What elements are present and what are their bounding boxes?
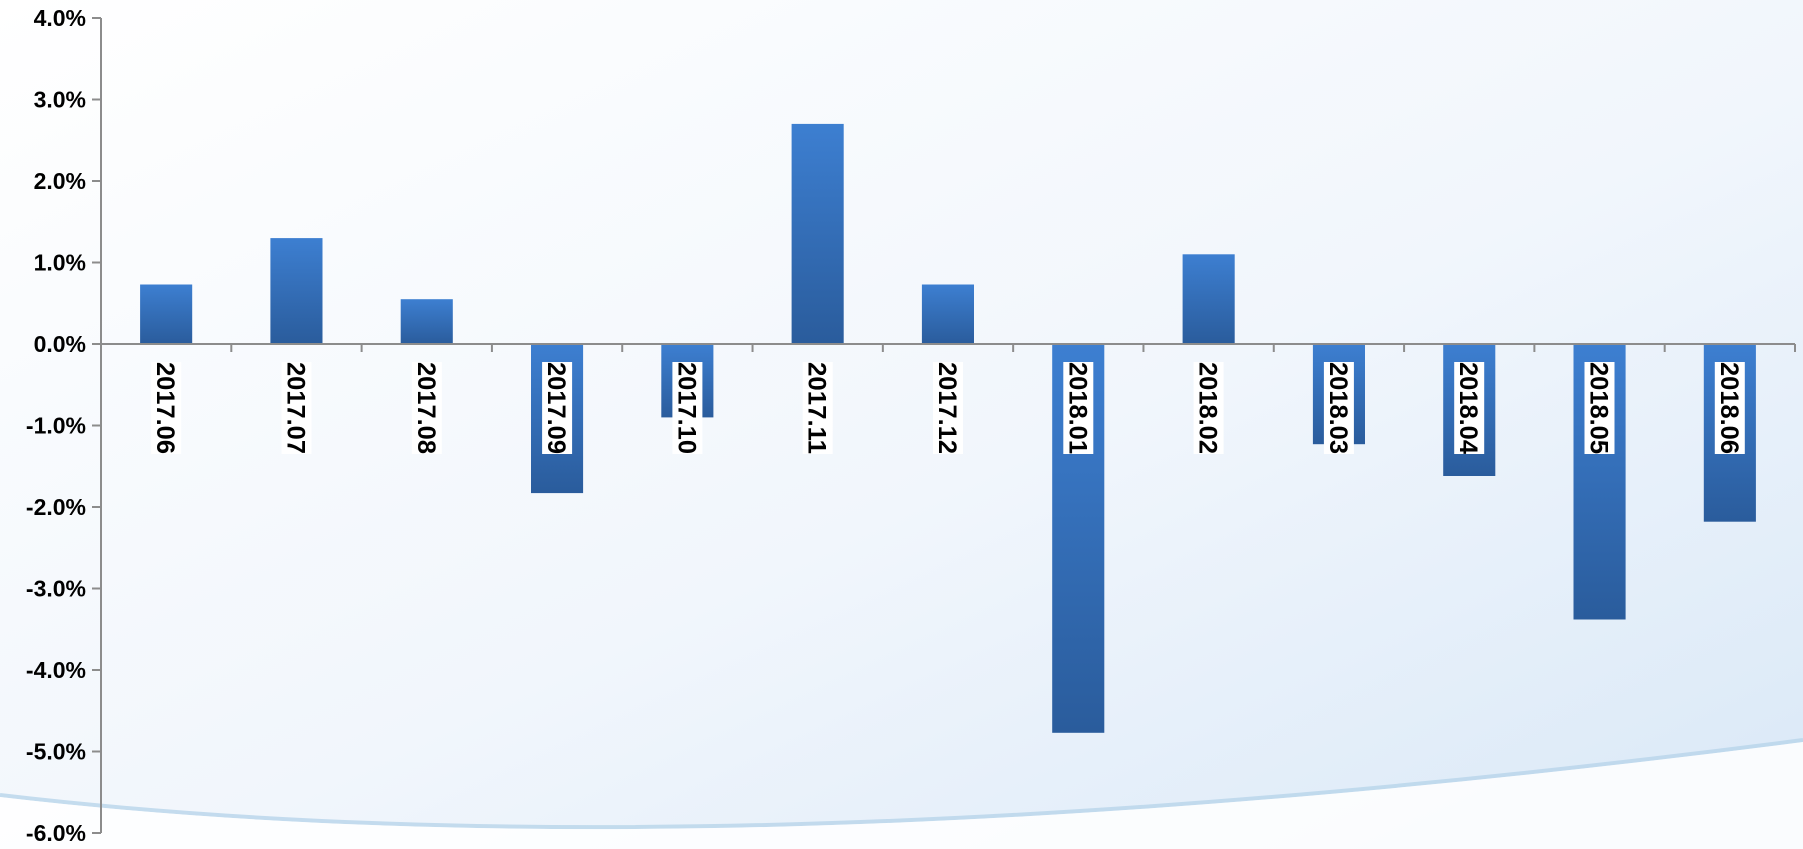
x-category-label-bg [933,362,963,454]
x-category-label-text: 2017.12 [933,362,961,454]
x-category-label-2017-09: 2017.09 [542,362,573,454]
labels-layer: 4.0% 3.0% 2.0% 1.0% 0.0% -1.0% -2.0% -3.0% -4.0%… [26,5,1745,846]
x-category-label-2018-02: 2018.02 [1193,362,1224,454]
x-category-label-2018-04: 2018.04 [1454,362,1485,454]
x-category-label-2017-07: 2017.07 [281,362,312,454]
x-category-label-2018-05: 2018.05 [1584,362,1615,454]
x-category-label-bg [1323,362,1354,454]
bar-2017-08 [400,299,453,344]
y-tick-label: -4.0% [26,657,86,683]
x-category-label-text: 2018.04 [1454,362,1482,454]
bar-2018-02 [1182,254,1235,344]
y-tick-label: -3.0% [26,576,86,602]
y-tick-label: -1.0% [26,413,86,439]
x-category-label-bg [1584,362,1615,454]
x-category-label-text: 2018.01 [1063,362,1091,454]
x-category-label-text: 2018.05 [1585,362,1613,454]
x-category-label-2017-08: 2017.08 [411,362,442,454]
y-tick-label: 4.0% [34,5,86,31]
x-category-label-2017-06: 2017.06 [151,362,182,454]
x-category-label-text: 2017.07 [282,362,310,454]
y-tick-label: -6.0% [26,820,86,846]
x-category-label-2017-11: 2017.11 [802,362,833,454]
x-category-label-bg [281,362,312,454]
decorative-swoosh [0,738,1803,830]
x-category-label-2017-10: 2017.10 [672,362,703,454]
x-category-label-bg [802,362,833,454]
x-category-label-text: 2017.06 [151,362,179,454]
y-tick-label: 0.0% [34,331,86,357]
x-category-label-bg [411,362,442,454]
y-tick-label: 2.0% [34,168,86,194]
x-category-label-bg [1193,362,1224,454]
x-category-label-2017-12: 2017.12 [933,362,963,454]
x-category-label-text: 2017.09 [542,362,570,454]
x-category-label-bg [1454,362,1485,454]
x-category-label-text: 2017.10 [672,362,700,454]
x-category-label-text: 2018.03 [1324,362,1352,454]
bar-2017-11 [791,123,844,345]
bar-2017-06 [140,284,193,344]
x-category-label-text: 2018.02 [1194,362,1222,454]
x-category-label-bg [542,362,573,454]
y-tick-label: 1.0% [34,250,86,276]
x-category-label-text: 2017.08 [412,362,440,454]
x-category-label-text: 2018.06 [1715,362,1743,454]
x-category-label-bg [672,362,703,454]
bar-2017-12 [921,284,974,344]
x-category-label-bg [151,362,182,454]
x-category-label-2018-03: 2018.03 [1323,362,1354,454]
x-category-label-2018-01: 2018.01 [1063,362,1094,454]
decorative-swoosh-fill [0,742,1803,849]
bar-2017-07 [270,238,323,344]
x-category-label-text: 2017.11 [803,362,831,454]
x-category-label-2018-06: 2018.06 [1714,362,1745,454]
axes-layer [92,17,1796,834]
y-tick-label: -5.0% [26,739,86,765]
x-category-label-bg [1063,362,1094,454]
y-tick-label: 3.0% [34,87,86,113]
y-tick-label: -2.0% [26,494,86,520]
x-category-label-bg [1714,362,1745,454]
